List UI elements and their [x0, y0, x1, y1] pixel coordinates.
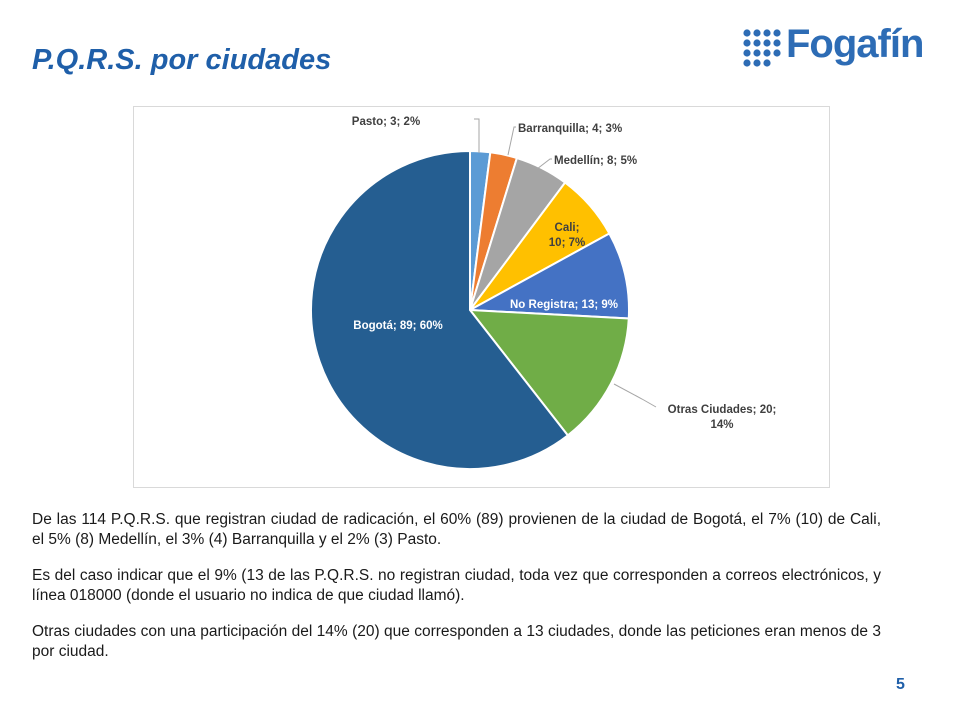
- pie-chart-svg: Pasto; 3; 2% Barranquilla; 4; 3% Medellín;…: [310, 116, 777, 470]
- description: De las 114 P.Q.R.S. que registran ciudad…: [32, 510, 881, 678]
- leader-line: [536, 158, 552, 170]
- pie-chart: Pasto; 3; 2% Barranquilla; 4; 3% Medellín;…: [133, 106, 830, 488]
- leader-line: [474, 118, 480, 153]
- pie-slice-bogotá: [310, 149, 570, 470]
- logo-dots-icon: [743, 29, 781, 67]
- leader-line: [613, 383, 657, 408]
- data-label-cali: Cali; 10; 7%: [549, 222, 585, 249]
- data-label-barranquilla: Barranquilla; 4; 3%: [518, 123, 622, 135]
- fogafin-logo: Fogafín: [742, 22, 942, 72]
- page-number: 5: [896, 676, 905, 693]
- data-label-pasto: Pasto; 3; 2%: [352, 116, 420, 128]
- paragraph-3: Otras ciudades con una participación del…: [32, 623, 881, 660]
- data-label-otras-ciudades: Otras Ciudades; 20; 14%: [668, 404, 777, 431]
- pie-slice-no-registra: [466, 232, 630, 320]
- data-label-medellín: Medellín; 8; 5%: [554, 155, 637, 167]
- logo-wordmark: Fogafín: [786, 22, 924, 66]
- paragraph-1: De las 114 P.Q.R.S. que registran ciudad…: [32, 511, 881, 548]
- paragraph-2: Es del caso indicar que el 9% (13 de las…: [32, 567, 881, 604]
- leader-line: [507, 126, 516, 156]
- slide-title: P.Q.R.S. por ciudades: [32, 44, 332, 76]
- data-label-bogotá: Bogotá; 89; 60%: [353, 320, 442, 332]
- pie-slice-otras-ciudades: [467, 308, 630, 437]
- data-label-no-registra: No Registra; 13; 9%: [510, 299, 618, 311]
